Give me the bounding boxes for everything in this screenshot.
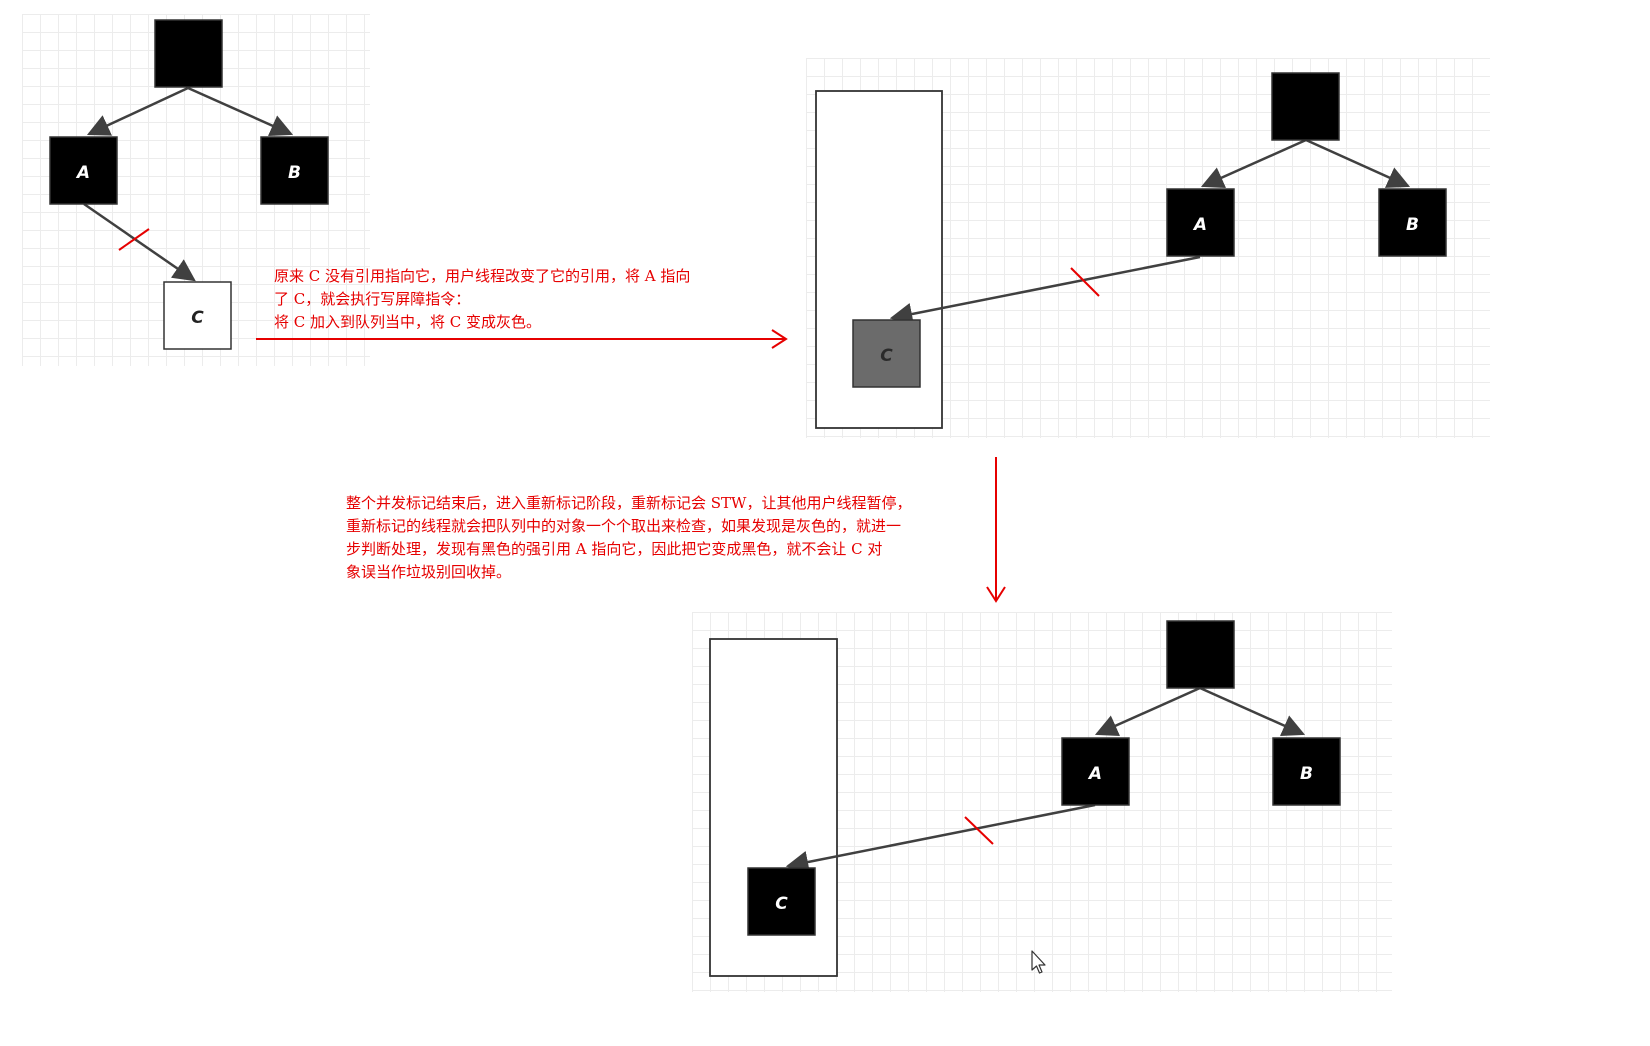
node-b-label: B — [1300, 764, 1313, 784]
edge-root-a — [86, 86, 189, 136]
node-b-label: B — [1406, 215, 1419, 235]
node-c-label: C — [880, 346, 893, 366]
cut-mark — [118, 228, 150, 251]
cut-mark — [1070, 267, 1100, 297]
edge-a-c — [785, 803, 1096, 874]
node-a — [49, 136, 118, 205]
edge-root-b — [187, 86, 294, 137]
note-line: 原来 C 没有引用指向它，用户线程改变了它的引用，将 A 指向 — [274, 267, 691, 285]
node-a — [1061, 737, 1130, 806]
remark-note: 整个并发标记结束后，进入重新标记阶段，重新标记会 STW，让其他用户线程暂停， … — [346, 492, 911, 584]
node-a — [1166, 188, 1235, 257]
write-barrier-note: 原来 C 没有引用指向它，用户线程改变了它的引用，将 A 指向 了 C，就会执行… — [274, 265, 690, 334]
edge-root-b — [1305, 138, 1411, 188]
note-line: 重新标记的线程就会把队列中的对象一个个取出来检查，如果发现是灰色的，就进一 — [346, 517, 902, 535]
node-c-label: C — [775, 894, 788, 914]
transition-arrow-right — [256, 329, 788, 349]
edge-a-c — [889, 255, 1201, 326]
node-b — [260, 136, 329, 205]
edge-a-c — [83, 202, 196, 282]
root-node — [1271, 72, 1340, 141]
node-c-black — [747, 867, 816, 936]
node-a-label: A — [1192, 215, 1207, 235]
note-line: 步判断处理，发现有黑色的强引用 A 指向它，因此把它变成黑色，就不会让 C 对 — [346, 540, 883, 558]
node-c-gray — [852, 319, 921, 388]
edge-root-b — [1199, 686, 1306, 737]
note-line: 了 C，就会执行写屏障指令： — [274, 290, 471, 308]
transition-arrow-down — [986, 457, 1006, 603]
panel-2: A B C — [815, 72, 1447, 429]
node-c-label: C — [191, 308, 204, 328]
root-node — [154, 19, 223, 88]
root-node — [1166, 620, 1235, 689]
note-line: 将 C 加入到队列当中，将 C 变成灰色。 — [274, 313, 542, 331]
cut-mark — [964, 816, 994, 845]
note-line: 象误当作垃圾别回收掉。 — [346, 563, 512, 581]
node-b — [1378, 188, 1447, 257]
node-a-label: A — [1087, 764, 1102, 784]
panel-3: A B C — [709, 620, 1341, 977]
edge-root-a — [1094, 686, 1201, 737]
panel-1: A B C — [49, 19, 329, 350]
mouse-cursor-icon — [1031, 950, 1046, 974]
edge-root-a — [1200, 138, 1307, 189]
node-c-white — [163, 281, 232, 350]
node-a-label: A — [75, 163, 90, 183]
note-line: 整个并发标记结束后，进入重新标记阶段，重新标记会 STW，让其他用户线程暂停， — [346, 494, 912, 512]
node-b-label: B — [288, 163, 301, 183]
node-b — [1272, 737, 1341, 806]
